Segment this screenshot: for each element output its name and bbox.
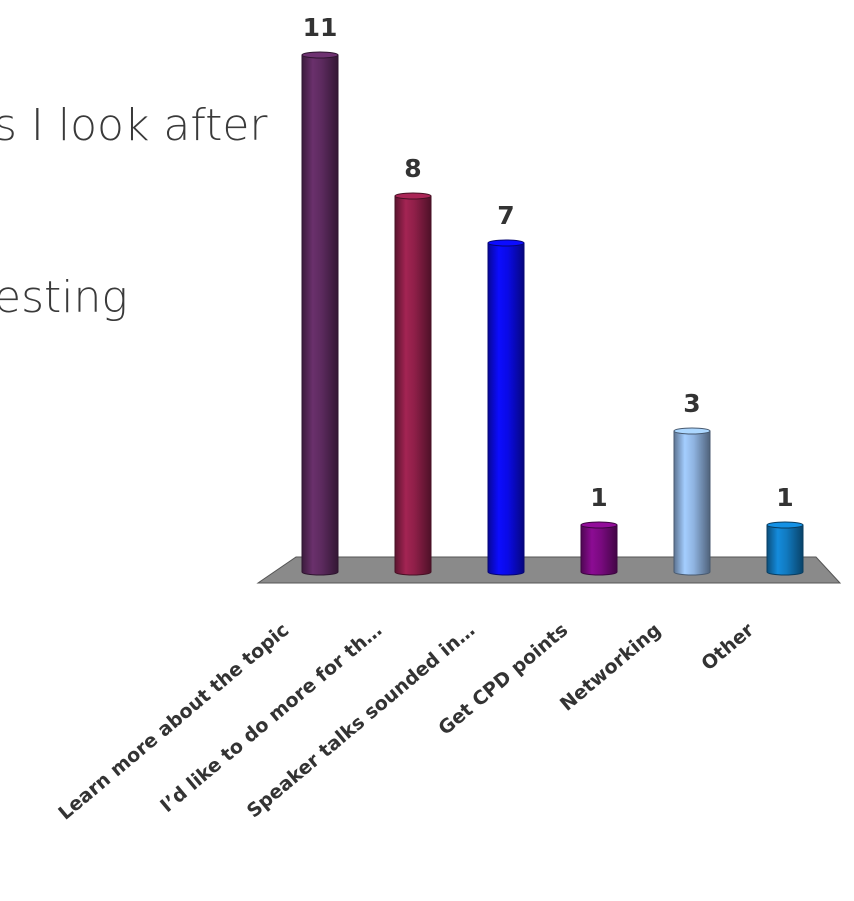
data-label-1: 11	[303, 13, 338, 42]
bar-2	[394, 195, 432, 576]
bar-4-top	[580, 521, 618, 529]
data-label-6: 1	[776, 483, 793, 512]
slide-text-line-1: s I look after	[0, 100, 268, 151]
data-label-4: 1	[590, 483, 607, 512]
bar-1-top	[301, 51, 339, 59]
data-label-5: 3	[683, 389, 700, 418]
value-labels-group: 11 8 7 1 3 1	[303, 13, 794, 512]
bar-1	[301, 54, 339, 576]
category-label-5: Networking	[556, 619, 665, 716]
bar-6	[766, 524, 804, 576]
bar-6-top	[766, 521, 804, 529]
data-label-2: 8	[404, 154, 421, 183]
category-label-6: Other	[697, 619, 758, 675]
slide-text-line-2: esting	[0, 272, 128, 323]
bar-4	[580, 524, 618, 576]
bars-group	[301, 51, 804, 576]
bar-3-top	[487, 239, 525, 247]
chart-floor	[256, 556, 842, 584]
bar-2-top	[394, 192, 432, 200]
data-label-3: 7	[497, 201, 514, 230]
bar-5-top	[673, 427, 711, 435]
bar-3	[487, 242, 525, 576]
bar-5	[673, 430, 711, 576]
